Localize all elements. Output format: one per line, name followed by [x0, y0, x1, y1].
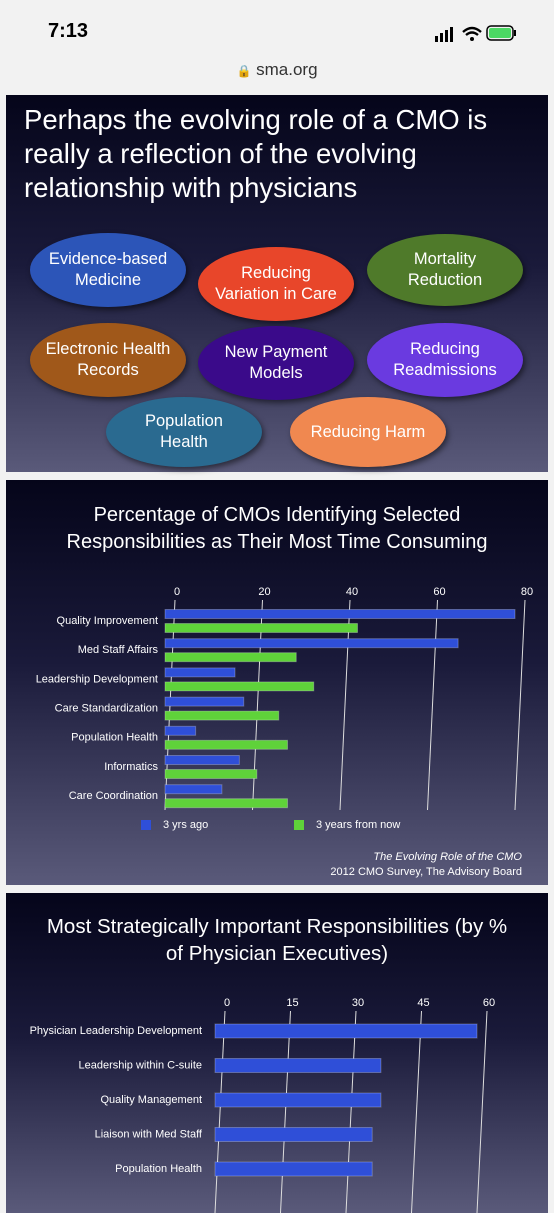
chart-slide: Percentage of CMOs Identifying Selected …	[6, 480, 548, 885]
grid-line	[339, 599, 351, 811]
chart-note: 2012 CMO Survey, The Advisory Board	[330, 866, 522, 878]
legend-label: 3 years from now	[316, 819, 400, 831]
x-tick-label: 0	[224, 997, 230, 1009]
x-tick-label: 45	[417, 997, 429, 1009]
topic: Reducing Readmissions	[367, 323, 523, 397]
y-tick-label: Quality Management	[101, 1094, 203, 1106]
bar	[164, 784, 223, 795]
bar	[164, 623, 358, 633]
bar	[164, 681, 315, 692]
chart: 0 20 40 60 80 Quality Improvement Med Staff Af…	[36, 586, 533, 878]
y-tick-label: Quality Improvement	[57, 615, 158, 627]
intro-slide: Perhaps the evolving role of a CMO is re…	[6, 95, 548, 472]
topic: Evidence-based Medicine	[30, 233, 186, 307]
legend-swatch	[141, 820, 151, 830]
x-tick-label: 40	[346, 586, 358, 598]
bar	[214, 1092, 382, 1108]
x-tick-label: 0	[174, 586, 180, 598]
bar	[164, 638, 459, 649]
y-tick-label: Leadership Development	[36, 673, 158, 685]
grid-line	[514, 599, 526, 811]
y-tick-label: Population Health	[71, 732, 158, 744]
y-tick-label: Informatics	[104, 761, 158, 773]
bar	[164, 667, 236, 678]
legend-label: 3 yrs ago	[163, 819, 208, 831]
bar	[164, 798, 288, 809]
legend-swatch	[294, 820, 304, 830]
intro-title: Perhaps the evolving role of a CMO is re…	[24, 104, 488, 203]
chart-note: The Evolving Role of the CMO	[373, 851, 522, 863]
bar	[214, 1127, 373, 1142]
url-bar[interactable]: 🔒 sma.org	[236, 60, 318, 79]
grid-line	[476, 1010, 488, 1213]
bar	[164, 652, 297, 663]
chart-title: Percentage of CMOs Identifying Selected …	[66, 504, 488, 553]
bar	[164, 739, 288, 750]
y-tick-label: Med Staff Affairs	[78, 644, 159, 656]
grid-line	[214, 1010, 226, 1213]
grid-line	[345, 1010, 357, 1213]
chart-slide: Most Strategically Important Responsibil…	[6, 893, 548, 1213]
x-tick-label: 30	[352, 997, 364, 1009]
bar	[214, 1058, 382, 1073]
y-tick-label: Leadership within C-suite	[78, 1059, 202, 1071]
bar	[164, 609, 516, 619]
y-tick-label: Care Coordination	[69, 790, 158, 802]
grid-line	[427, 599, 438, 811]
bar	[164, 696, 245, 707]
url: sma.org	[256, 60, 318, 79]
topic: Reducing Harm	[290, 397, 446, 467]
bar	[214, 1023, 478, 1039]
grid-line	[411, 1010, 422, 1213]
topic: New Payment Models	[198, 326, 354, 400]
status-time: 7:13	[48, 20, 89, 42]
chart: 0 15 30 45 60 Physician Leadership Developmen…	[30, 997, 495, 1213]
chart-title: Most Strategically Important Responsibil…	[46, 915, 508, 965]
bar	[164, 725, 197, 736]
bar	[164, 710, 280, 721]
bar	[164, 755, 240, 765]
x-tick-label: 60	[433, 586, 445, 598]
y-tick-label: Physician Leadership Development	[30, 1025, 202, 1037]
topic: Reducing Variation in Care	[198, 247, 354, 321]
grid-line	[280, 1010, 291, 1213]
topic: Mortality Reduction	[367, 234, 523, 306]
topic: Electronic Health Records	[30, 323, 186, 397]
x-tick-label: 60	[483, 997, 495, 1009]
y-tick-label: Care Standardization	[55, 703, 158, 715]
x-tick-label: 20	[258, 586, 270, 598]
x-tick-label: 80	[521, 586, 533, 598]
y-tick-label: Population Health	[115, 1163, 202, 1175]
topic: Population Health	[106, 397, 262, 467]
x-tick-label: 15	[286, 997, 298, 1009]
status-icons	[435, 25, 516, 42]
y-tick-label: Liaison with Med Staff	[95, 1128, 203, 1140]
bar	[214, 1161, 373, 1177]
bar	[164, 769, 258, 779]
